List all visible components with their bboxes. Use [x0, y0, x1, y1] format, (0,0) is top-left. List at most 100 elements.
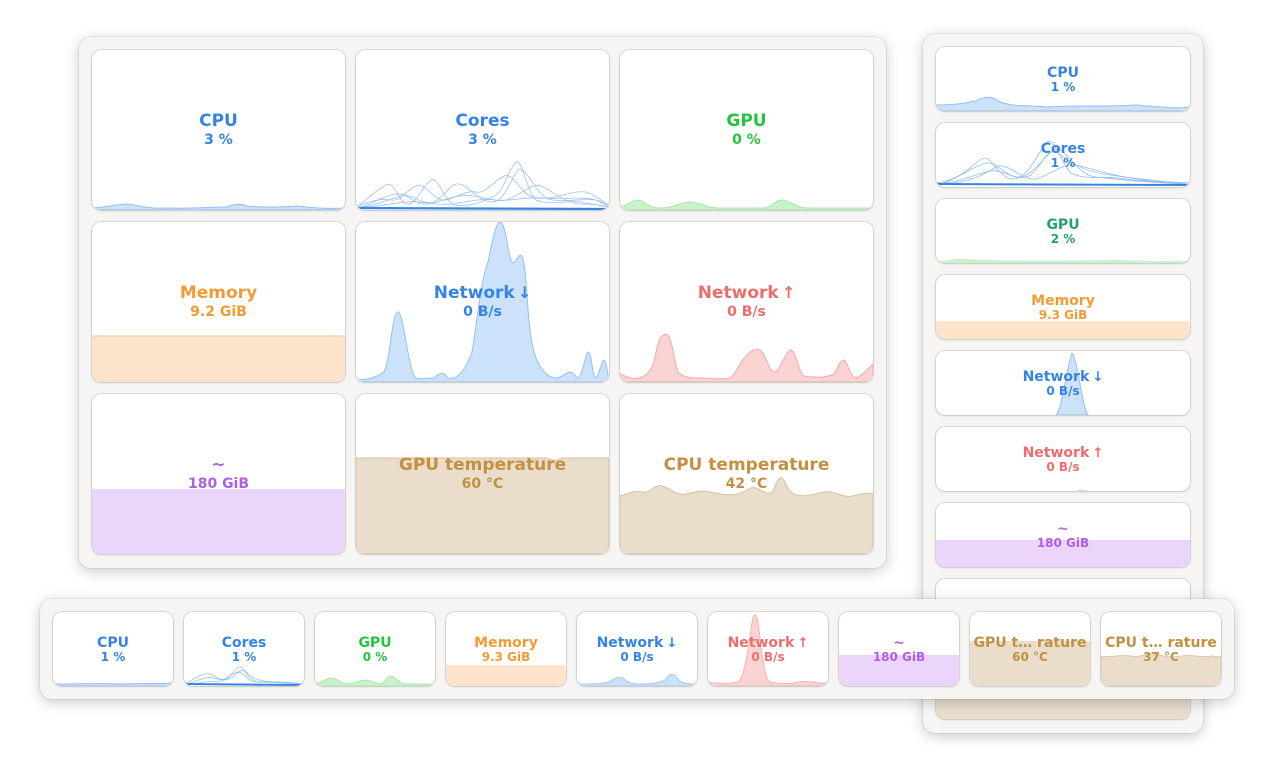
arrow-down-icon: ↓: [666, 635, 678, 651]
gpu-temperature-graph: [970, 641, 1090, 686]
cpu-temperature-label: CPU temperature 42 °C: [620, 456, 873, 492]
network-up-title: Network ↑: [708, 635, 828, 651]
cores-tile[interactable]: Cores 3 %: [356, 50, 609, 210]
network-down-title-text: Network: [596, 634, 664, 651]
network-up-label: Network ↑ 0 B/s: [936, 445, 1190, 475]
disk-graph: [92, 489, 345, 554]
memory-graph: [936, 321, 1190, 339]
memory-graph: [446, 665, 566, 686]
cpu-tile[interactable]: CPU 1 %: [53, 612, 173, 686]
cpu-temperature-value: 42 °C: [725, 475, 768, 492]
cores-graph: [936, 141, 1190, 186]
network-up-tile[interactable]: Network ↑ 0 B/s: [708, 612, 828, 686]
cores-label: Cores 1 %: [936, 141, 1190, 171]
cores-label: Cores 1 %: [184, 635, 304, 665]
cpu-temperature-tile[interactable]: CPU t… rature 37 °C: [1101, 612, 1221, 686]
memory-value: 9.3 GiB: [481, 650, 531, 665]
arrow-up-icon: ↑: [797, 635, 809, 651]
gpu-temperature-title: GPU t… rature: [973, 635, 1087, 652]
disk-value: 180 GiB: [187, 475, 250, 492]
network-down-graph: [356, 222, 609, 382]
memory-graph: [92, 335, 345, 382]
network-up-title-text: Network: [727, 634, 795, 651]
network-down-tile[interactable]: Network ↓ 0 B/s: [356, 222, 609, 382]
cores-tile[interactable]: Cores 1 %: [936, 123, 1190, 187]
gpu-temperature-graph: [356, 457, 609, 554]
cores-value: 1 %: [1050, 156, 1076, 171]
cpu-value: 3 %: [204, 131, 233, 148]
memory-value: 9.3 GiB: [1038, 308, 1088, 323]
cpu-graph: [92, 203, 345, 210]
memory-value: 9.2 GiB: [190, 303, 247, 320]
cpu-tile[interactable]: CPU 1 %: [936, 47, 1190, 111]
gpu-graph: [936, 258, 1190, 263]
gpu-title: GPU: [1046, 217, 1080, 234]
network-down-title: Network ↓: [577, 635, 697, 651]
network-up-tile[interactable]: Network ↑ 0 B/s: [620, 222, 873, 382]
network-down-label: Network ↓ 0 B/s: [577, 635, 697, 665]
gpu-temperature-label: GPU temperature 60 °C: [356, 456, 609, 492]
memory-tile[interactable]: Memory 9.3 GiB: [936, 275, 1190, 339]
network-down-title: Network ↓: [936, 369, 1190, 385]
cpu-label: CPU 3 %: [92, 112, 345, 148]
network-down-tile[interactable]: Network ↓ 0 B/s: [577, 612, 697, 686]
gpu-title: GPU: [726, 111, 767, 132]
gpu-tile[interactable]: GPU 0 %: [620, 50, 873, 210]
network-up-title-text: Network: [697, 283, 779, 304]
gpu-value: 0 %: [362, 650, 388, 665]
cpu-title: CPU: [1047, 65, 1079, 82]
memory-label: Memory 9.3 GiB: [446, 635, 566, 665]
cpu-temperature-value: 37 °C: [1143, 650, 1179, 665]
disk-title: ~: [893, 635, 905, 652]
network-up-graph: [620, 333, 873, 382]
cpu-temperature-title: CPU t… rature: [1105, 635, 1217, 652]
gpu-tile[interactable]: GPU 2 %: [936, 199, 1190, 263]
cores-value: 3 %: [468, 131, 497, 148]
network-down-value: 0 B/s: [620, 650, 654, 665]
disk-tile[interactable]: ~ 180 GiB: [92, 394, 345, 554]
memory-tile[interactable]: Memory 9.2 GiB: [92, 222, 345, 382]
gpu-graph: [315, 675, 435, 686]
cpu-title: CPU: [199, 111, 238, 132]
network-down-graph: [577, 674, 697, 686]
cores-title: Cores: [221, 635, 267, 652]
gpu-graph: [620, 199, 873, 210]
gpu-temperature-value: 60 °C: [1012, 650, 1048, 665]
cores-tile[interactable]: Cores 1 %: [184, 612, 304, 686]
gpu-tile[interactable]: GPU 0 %: [315, 612, 435, 686]
cpu-temperature-tile[interactable]: CPU temperature 42 °C: [620, 394, 873, 554]
disk-value: 180 GiB: [872, 650, 926, 665]
disk-label: ~ 180 GiB: [92, 456, 345, 492]
disk-graph: [839, 655, 959, 686]
disk-label: ~ 180 GiB: [839, 635, 959, 665]
cpu-title: CPU: [97, 635, 129, 652]
cpu-temperature-label: CPU t… rature 37 °C: [1101, 635, 1221, 665]
cpu-graph: [53, 682, 173, 686]
network-up-title-text: Network: [1022, 444, 1090, 461]
arrow-down-icon: ↓: [517, 283, 532, 303]
network-down-tile[interactable]: Network ↓ 0 B/s: [936, 351, 1190, 415]
gpu-label: GPU 2 %: [936, 217, 1190, 247]
network-up-tile[interactable]: Network ↑ 0 B/s: [936, 427, 1190, 491]
gpu-temperature-tile[interactable]: GPU t… rature 60 °C: [970, 612, 1090, 686]
cpu-temperature-graph: [1101, 653, 1221, 686]
memory-label: Memory 9.3 GiB: [936, 293, 1190, 323]
cpu-graph: [936, 96, 1190, 111]
cpu-tile[interactable]: CPU 3 %: [92, 50, 345, 210]
gpu-temperature-value: 60 °C: [461, 475, 504, 492]
cpu-label: CPU 1 %: [53, 635, 173, 665]
network-down-label: Network ↓ 0 B/s: [936, 369, 1190, 399]
disk-tile[interactable]: ~ 180 GiB: [936, 503, 1190, 567]
network-up-graph: [708, 614, 828, 686]
network-down-value: 0 B/s: [1046, 384, 1080, 399]
cores-value: 1 %: [231, 650, 257, 665]
disk-tile[interactable]: ~ 180 GiB: [839, 612, 959, 686]
network-down-graph: [1055, 351, 1089, 415]
network-up-label: Network ↑ 0 B/s: [708, 635, 828, 665]
cpu-value: 1 %: [1050, 80, 1076, 95]
memory-tile[interactable]: Memory 9.3 GiB: [446, 612, 566, 686]
gpu-temperature-tile[interactable]: GPU temperature 60 °C: [356, 394, 609, 554]
gpu-label: GPU 0 %: [620, 112, 873, 148]
memory-label: Memory 9.2 GiB: [92, 284, 345, 320]
cpu-temperature-graph: [620, 477, 873, 554]
